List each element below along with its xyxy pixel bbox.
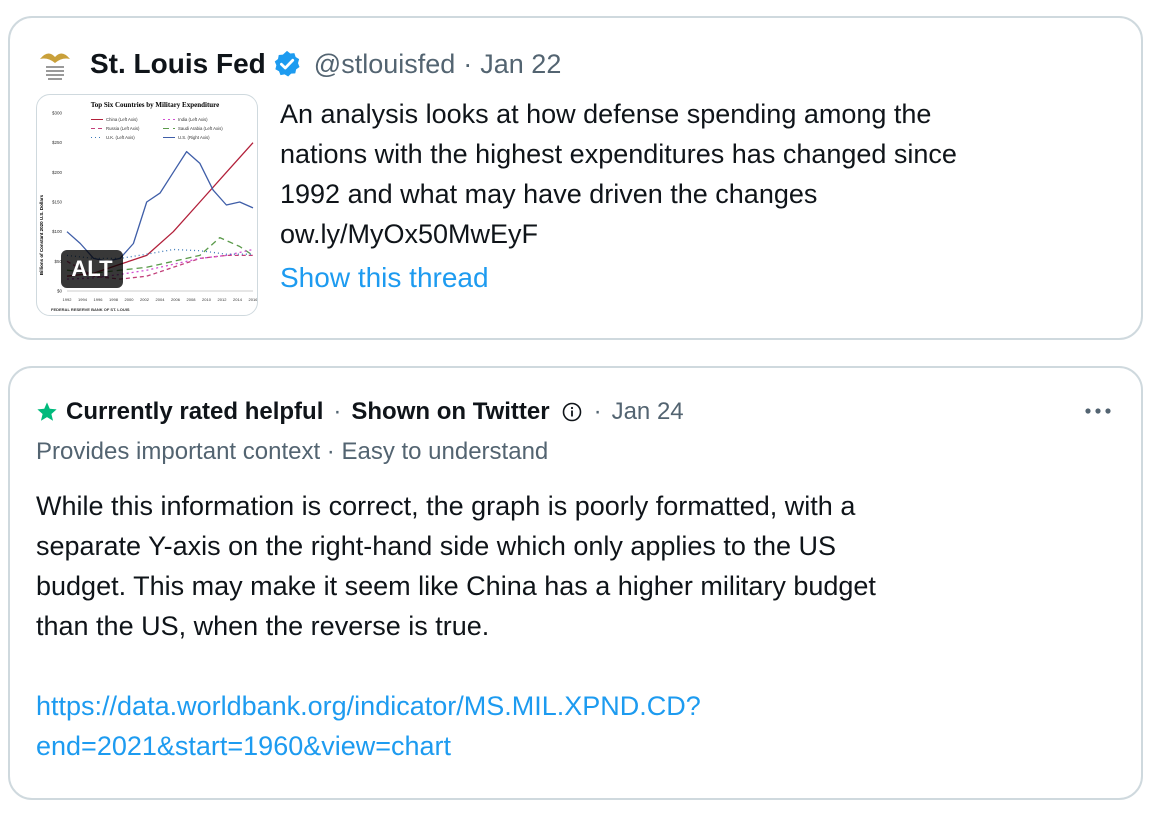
community-note-card: Currently rated helpful · Shown on Twitt… bbox=[8, 366, 1143, 800]
chart-y-label: Billions of Constant 2020 U.S. Dollars bbox=[39, 194, 44, 275]
chart-title: Top Six Countries by Military Expenditur… bbox=[91, 101, 220, 109]
x-tick-label: 2010 bbox=[202, 297, 212, 302]
y-tick-label: $250 bbox=[52, 140, 63, 145]
note-shown-label: Shown on Twitter bbox=[351, 398, 550, 425]
y-tick-label: $200 bbox=[52, 170, 63, 175]
x-tick-label: 2008 bbox=[187, 297, 197, 302]
y-tick-label: $100 bbox=[52, 229, 63, 234]
author-name[interactable]: St. Louis Fed bbox=[90, 48, 266, 79]
note-status: Currently rated helpful bbox=[66, 398, 324, 425]
legend-entry: U.S. (Right Axis) bbox=[178, 135, 210, 140]
star-icon bbox=[36, 401, 58, 423]
chart-source: FEDERAL RESERVE BANK OF ST. LOUIS bbox=[51, 307, 130, 312]
x-tick-label: 2004 bbox=[156, 297, 166, 302]
note-date: Jan 24 bbox=[611, 398, 684, 425]
eagle-logo-icon[interactable] bbox=[36, 45, 74, 83]
x-tick-label: 2012 bbox=[218, 297, 228, 302]
tweet-card[interactable]: St. Louis Fed @stlouisfed · Jan 22 Top S… bbox=[8, 16, 1143, 340]
header-separator: · bbox=[463, 48, 473, 79]
y-tick-label: $50 bbox=[54, 259, 62, 264]
more-options-icon[interactable] bbox=[1081, 396, 1115, 426]
show-thread-link[interactable]: Show this thread bbox=[280, 262, 489, 293]
note-source-link[interactable]: https://data.worldbank.org/indicator/MS.… bbox=[36, 691, 701, 761]
x-tick-label: 1992 bbox=[63, 297, 73, 302]
alt-badge[interactable]: ALT bbox=[61, 250, 123, 288]
legend-entry: China (Left Axis) bbox=[106, 117, 138, 122]
y-tick-label: $0 bbox=[57, 289, 63, 294]
x-tick-label: 1994 bbox=[78, 297, 88, 302]
x-tick-label: 2016 bbox=[249, 297, 257, 302]
note-reasons: Provides important context · Easy to und… bbox=[36, 438, 549, 465]
note-body: While this information is correct, the g… bbox=[36, 491, 876, 641]
x-tick-label: 2002 bbox=[140, 297, 150, 302]
legend-entry: U.K. (Left Axis) bbox=[106, 135, 135, 140]
y-tick-label: $150 bbox=[52, 200, 63, 205]
info-circle-icon[interactable] bbox=[560, 400, 584, 424]
author-handle[interactable]: @stlouisfed bbox=[313, 48, 456, 79]
tweet-media-chart[interactable]: Top Six Countries by Military Expenditur… bbox=[36, 94, 258, 316]
note-header: Currently rated helpful · Shown on Twitt… bbox=[36, 392, 684, 432]
x-tick-label: 1996 bbox=[94, 297, 104, 302]
tweet-date[interactable]: Jan 22 bbox=[480, 48, 562, 79]
series-line bbox=[66, 248, 253, 260]
verified-badge-icon[interactable] bbox=[272, 49, 302, 79]
legend-entry: Russia (Left Axis) bbox=[106, 126, 140, 131]
tweet-text: An analysis looks at how defense spendin… bbox=[280, 99, 957, 249]
note-date-separator: · bbox=[593, 398, 602, 425]
y-tick-label: $300 bbox=[52, 111, 63, 116]
x-tick-label: 1998 bbox=[109, 297, 119, 302]
chart-legend: China (Left Axis) India (Left Axis) Russia… bbox=[91, 117, 223, 140]
x-tick-label: 2000 bbox=[125, 297, 135, 302]
x-tick-label: 2006 bbox=[171, 297, 181, 302]
legend-entry: India (Left Axis) bbox=[178, 117, 208, 122]
tweet-header: St. Louis Fed @stlouisfed · Jan 22 bbox=[36, 44, 561, 84]
series-line bbox=[66, 150, 254, 262]
legend-entry: Saudi Arabia (Left Axis) bbox=[178, 126, 223, 131]
chart-y-ticks: $300 $250 $200 $150 $100 $50 $0 bbox=[52, 111, 63, 294]
chart-x-ticks: 1992 1994 1996 1998 2000 2002 2004 2006 2008 2010… bbox=[63, 290, 257, 302]
series-line bbox=[66, 254, 253, 280]
x-tick-label: 2014 bbox=[233, 297, 243, 302]
note-separator: · bbox=[333, 398, 342, 425]
